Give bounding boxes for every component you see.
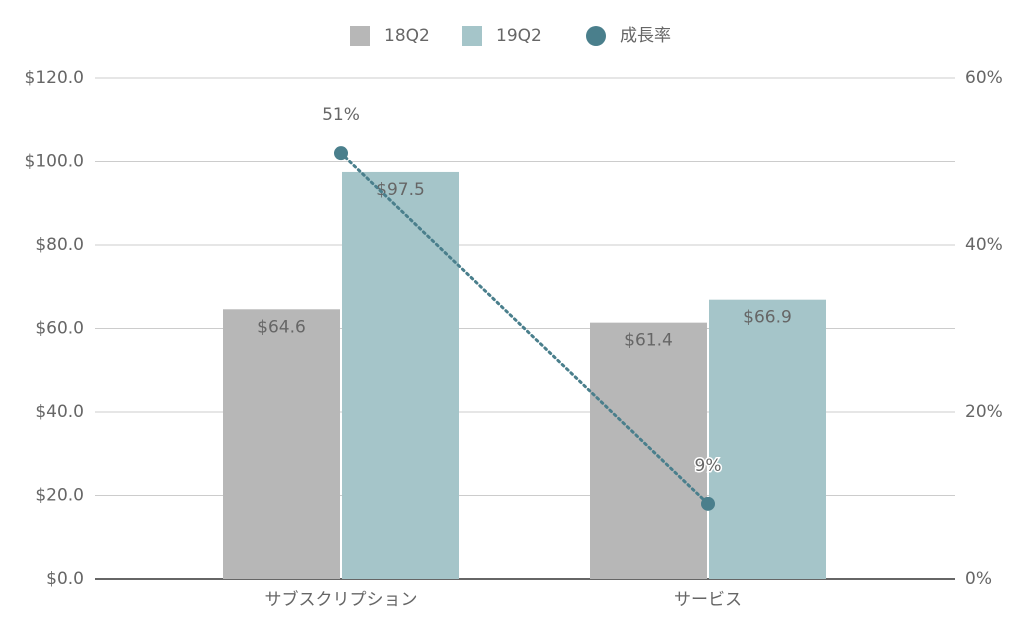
legend-swatch — [586, 26, 606, 46]
y-tick-label: $20.0 — [35, 486, 84, 506]
legend-swatch — [350, 26, 370, 46]
bar — [590, 322, 707, 579]
y-tick-label: $60.0 — [35, 319, 84, 339]
bar — [709, 299, 826, 579]
legend-label: 19Q2 — [496, 26, 542, 46]
legend-label: 18Q2 — [384, 26, 430, 46]
bar — [342, 171, 459, 579]
line-value-label: 9% — [695, 456, 722, 476]
x-tick-label: サブスクリプション — [265, 589, 418, 610]
y-tick-label: $120.0 — [25, 68, 84, 88]
y-tick-label: $0.0 — [46, 569, 84, 589]
y2-tick-label: 0% — [965, 569, 992, 589]
bar-value-label: $64.6 — [257, 317, 306, 337]
x-tick-label: サービス — [674, 590, 742, 610]
line — [339, 151, 710, 506]
y-tick-label: $40.0 — [35, 402, 84, 422]
y2-tick-label: 40% — [965, 235, 1003, 255]
bar — [223, 309, 340, 579]
y-tick-label: $80.0 — [35, 235, 84, 255]
legend-swatch — [462, 26, 482, 46]
legend-label: 成長率 — [620, 26, 671, 46]
y2-tick-label: 60% — [965, 68, 1003, 88]
bar-value-label: $61.4 — [624, 331, 673, 351]
line-point — [701, 496, 715, 511]
line-point — [334, 146, 348, 161]
y2-tick-label: 20% — [965, 402, 1003, 422]
bar-value-label: $97.5 — [376, 180, 425, 200]
y-tick-label: $100.0 — [25, 152, 84, 172]
bar-value-label: $66.9 — [743, 308, 792, 328]
line-value-label: 51% — [322, 105, 360, 125]
